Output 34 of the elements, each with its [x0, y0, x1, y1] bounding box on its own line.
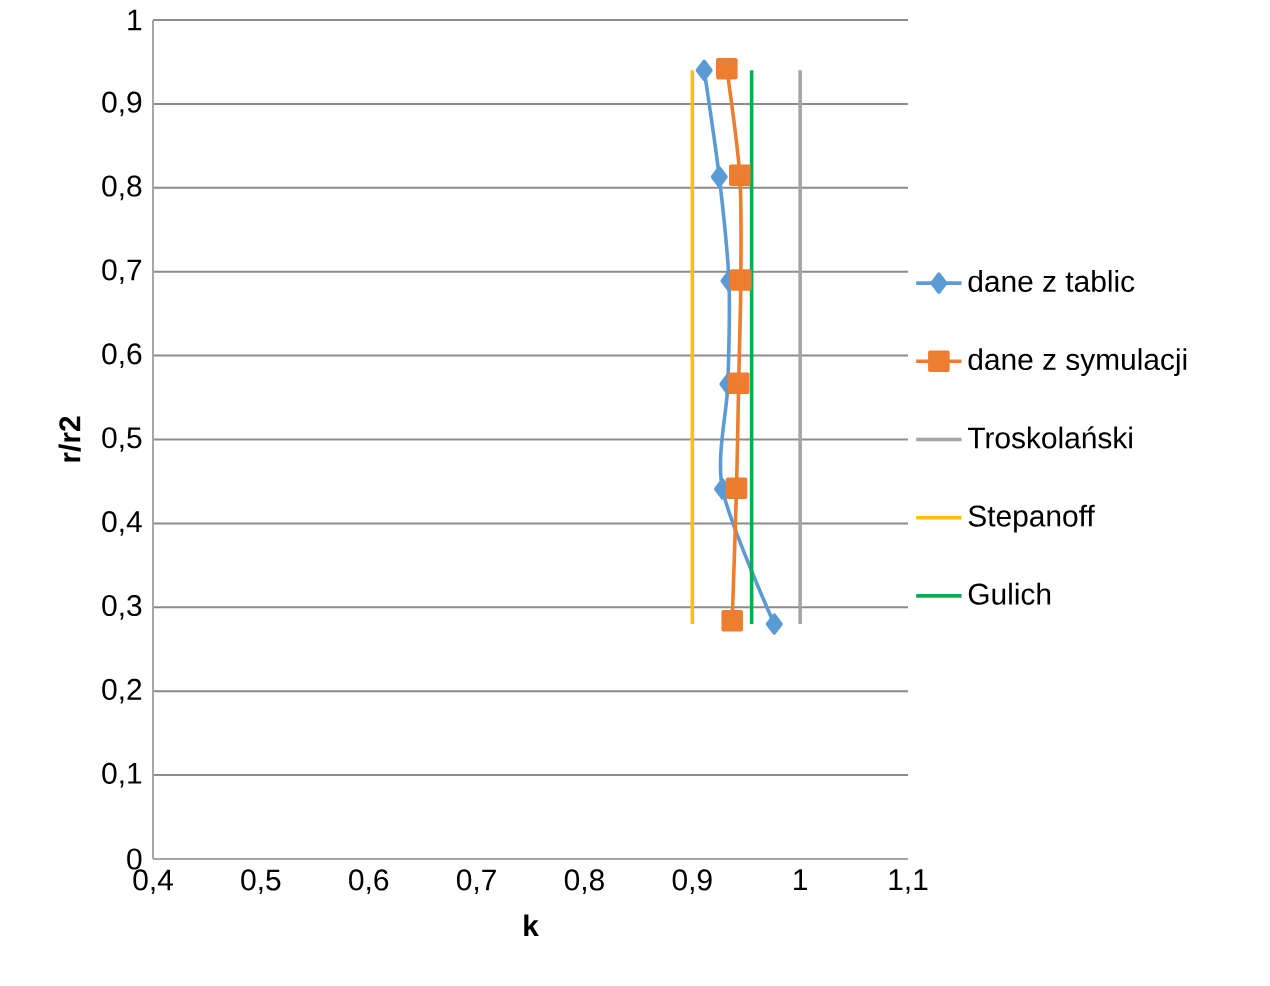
y-tick-label: 0,7: [102, 259, 142, 285]
point: [716, 57, 738, 80]
legend-label: Stepanoff: [968, 504, 1095, 533]
y-tick-label: 0,5: [102, 427, 142, 452]
x-tick-label: 0,6: [349, 869, 389, 895]
legend-label: dane z symulacji: [968, 348, 1187, 376]
y-tick-label: 1: [128, 9, 142, 31]
x-tick-label: 0,9: [672, 869, 712, 895]
legend-label: Gulich: [968, 582, 1051, 605]
point: [710, 166, 728, 188]
y-tick-label: 0,8: [102, 175, 142, 201]
y-axis-title: r/r2: [58, 416, 81, 462]
y-tick-label: 0,1: [102, 762, 142, 788]
point: [730, 269, 752, 291]
x-tick-label: 1: [794, 869, 807, 890]
point: [728, 164, 751, 186]
y-tick-label: 0,9: [102, 91, 142, 117]
y-tick-label: 0,3: [102, 594, 142, 620]
y-tick-label: 0,6: [102, 343, 142, 368]
point: [725, 477, 748, 499]
y-tick-label: 0,4: [102, 511, 142, 536]
x-axis-title: k: [524, 914, 539, 937]
y-tick-label: 0,2: [102, 678, 142, 704]
x-tick-label: 0,5: [241, 869, 281, 895]
point: [721, 609, 743, 632]
y-tick-label: 0: [127, 848, 142, 870]
x-tick-label: 1,1: [889, 869, 928, 894]
legend-label: dane z tablic: [968, 270, 1135, 292]
x-tick-label: 0,8: [564, 869, 604, 895]
x-tick-label: 0,7: [456, 869, 496, 895]
point: [695, 59, 713, 82]
point: [765, 613, 783, 635]
legend-label: Troskolański: [967, 426, 1132, 449]
point: [727, 372, 750, 395]
